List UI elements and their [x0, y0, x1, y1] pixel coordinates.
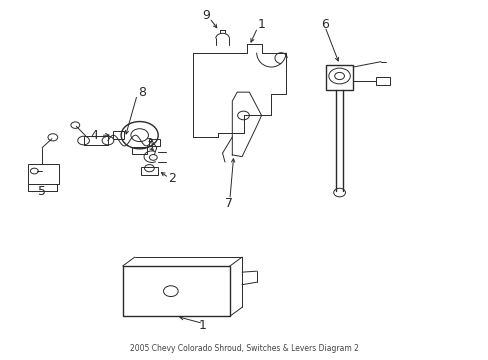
Text: 4: 4 [91, 129, 99, 142]
Text: 3: 3 [145, 137, 153, 150]
Bar [27, 164, 59, 184]
Bar [122, 266, 229, 316]
Bar [113, 131, 123, 139]
Text: 6: 6 [320, 18, 328, 31]
Bar [132, 147, 147, 154]
Text: 1: 1 [257, 18, 265, 31]
Text: 2: 2 [168, 172, 176, 185]
Bar [375, 77, 389, 85]
Bar [141, 167, 158, 175]
Text: 5: 5 [38, 185, 46, 198]
Bar [325, 64, 352, 90]
Bar [83, 136, 108, 145]
Text: 2005 Chevy Colorado Shroud, Switches & Levers Diagram 2: 2005 Chevy Colorado Shroud, Switches & L… [130, 344, 358, 353]
Text: 7: 7 [224, 197, 232, 210]
Text: 8: 8 [138, 86, 146, 99]
Text: 1: 1 [199, 319, 206, 332]
Text: 9: 9 [202, 9, 210, 22]
Bar [149, 139, 160, 146]
